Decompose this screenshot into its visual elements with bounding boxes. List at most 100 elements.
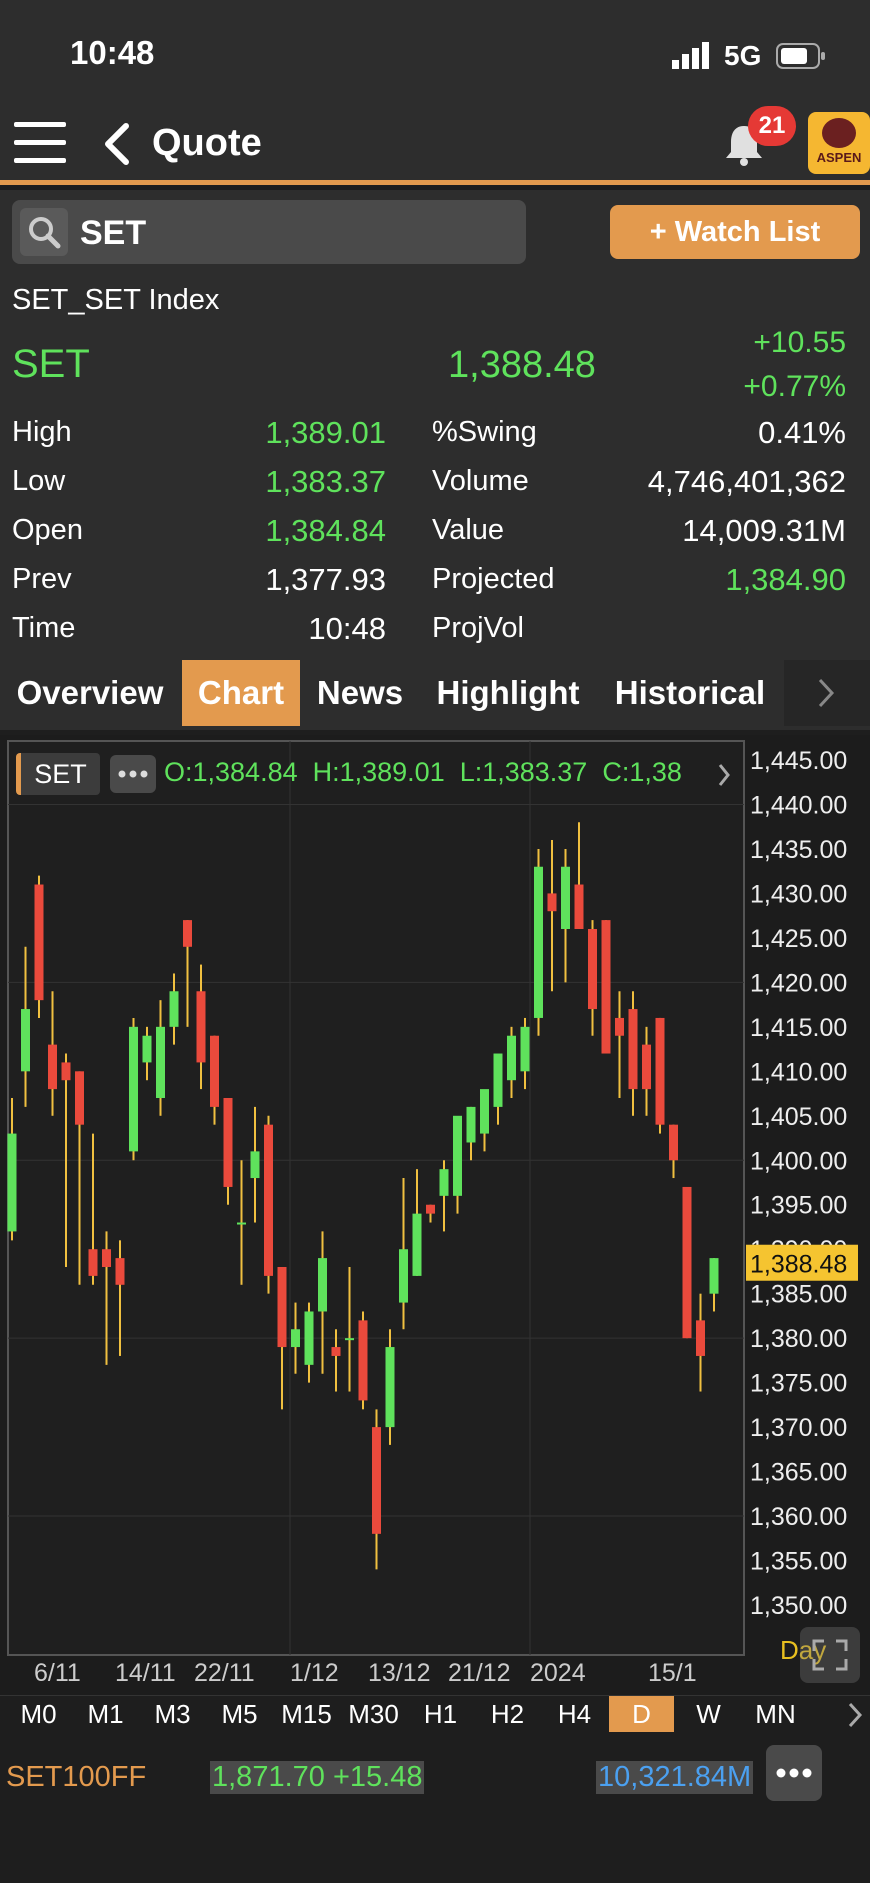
timeframe-m0[interactable]: M0 xyxy=(20,1698,57,1729)
timeframe-m5[interactable]: M5 xyxy=(221,1698,258,1729)
x-tick-label: 21/12 xyxy=(448,1659,511,1687)
fullscreen-icon[interactable] xyxy=(800,1627,860,1683)
chart-panel[interactable]: 1,445.00 1,440.00 1,435.00 1,430.00 1,425.00… xyxy=(0,735,870,1695)
y-tick-label: 1,365.00 xyxy=(750,1459,847,1487)
search-value: SET xyxy=(80,214,147,252)
candle-body xyxy=(493,1053,503,1107)
y-tick-label: 1,425.00 xyxy=(750,925,847,953)
candle-body xyxy=(682,1186,692,1339)
candle-body xyxy=(48,1044,57,1090)
y-tick-label: 1,440.00 xyxy=(750,791,847,819)
stat-label: Prev xyxy=(12,563,72,595)
y-tick-label: 1,380.00 xyxy=(750,1325,847,1353)
stat-value: 1,384.84 xyxy=(265,513,386,548)
x-tick-label: 6/11 xyxy=(34,1659,81,1687)
chart-symbol-chip[interactable]: SET xyxy=(16,753,100,795)
timeframe-d[interactable]: D xyxy=(609,1696,674,1732)
stat-value: 1,384.90 xyxy=(725,562,846,597)
candle-body xyxy=(426,1204,435,1214)
search-icon xyxy=(20,208,68,256)
stat-value: 1,389.01 xyxy=(265,415,386,450)
timeframe-h1[interactable]: H1 xyxy=(423,1698,458,1729)
candle-body xyxy=(331,1347,341,1356)
timeframe-scroll-right-icon[interactable] xyxy=(846,1700,866,1735)
stat-value: 1,377.93 xyxy=(265,562,386,597)
y-tick-label: 1,445.00 xyxy=(750,747,847,775)
aspen-logo[interactable]: ASPEN xyxy=(808,112,870,174)
ticker-value: 10,321.84M xyxy=(596,1761,754,1794)
timeframe-m30[interactable]: M30 xyxy=(348,1698,399,1729)
candle-body xyxy=(372,1427,381,1534)
tabs-scroll-right-icon[interactable] xyxy=(784,660,870,726)
chart-menu-button[interactable] xyxy=(110,755,156,793)
tab-news[interactable]: News xyxy=(316,674,404,711)
network-label: 5G xyxy=(724,40,762,71)
candle-body xyxy=(412,1213,422,1276)
y-tick-label: 1,430.00 xyxy=(750,880,847,908)
x-tick-label: 22/11 xyxy=(194,1659,255,1687)
stat-label: Open xyxy=(12,514,83,546)
x-tick-label: 14/11 xyxy=(115,1659,176,1687)
candle-body xyxy=(588,929,597,1010)
back-icon[interactable] xyxy=(100,122,132,171)
candle-body xyxy=(318,1258,327,1312)
candle-body xyxy=(466,1106,476,1143)
timeframe-bar: M0 M1 M3 M5 M15 M30 H1 H2 H4 D W MN xyxy=(0,1695,870,1733)
last-price-label: 1,388.48 xyxy=(750,1251,847,1279)
timeframe-m3[interactable]: M3 xyxy=(154,1698,191,1729)
menu-icon[interactable] xyxy=(14,120,66,169)
timeframe-m1[interactable]: M1 xyxy=(87,1698,124,1729)
tab-historical[interactable]: Historical xyxy=(614,674,766,711)
candle-body xyxy=(223,1098,233,1187)
candle-body xyxy=(115,1258,125,1285)
x-tick-label: 15/1 xyxy=(648,1659,697,1687)
candle-body xyxy=(574,884,584,929)
candle-body xyxy=(183,920,192,947)
candle-body xyxy=(628,1009,638,1090)
y-tick-label: 1,400.00 xyxy=(750,1147,847,1175)
timeframe-h4[interactable]: H4 xyxy=(557,1698,592,1729)
candle-body xyxy=(399,1249,408,1303)
stat-value: 4,746,401,362 xyxy=(647,464,846,499)
candle-body xyxy=(34,884,44,1001)
stat-value: 14,009.31M xyxy=(682,513,846,548)
timeframe-h2[interactable]: H2 xyxy=(490,1698,525,1729)
y-tick-label: 1,360.00 xyxy=(750,1503,847,1531)
candle-body xyxy=(520,1026,530,1072)
candle-body xyxy=(196,991,206,1063)
ticker-menu-button[interactable] xyxy=(766,1745,822,1801)
candle-body xyxy=(385,1347,395,1428)
search-row: SET + Watch List xyxy=(0,190,870,280)
candle-body xyxy=(345,1338,354,1341)
y-tick-label: 1,415.00 xyxy=(750,1014,847,1042)
tab-highlight[interactable]: Highlight xyxy=(436,674,580,711)
candle-body xyxy=(88,1249,98,1276)
ticker-symbol[interactable]: SET100FF xyxy=(6,1761,147,1793)
y-tick-label: 1,370.00 xyxy=(750,1414,847,1442)
y-tick-label: 1,350.00 xyxy=(750,1592,847,1620)
x-tick-label: 13/12 xyxy=(368,1659,431,1687)
y-tick-label: 1,355.00 xyxy=(750,1548,847,1576)
watch-list-button[interactable]: + Watch List xyxy=(610,205,860,259)
timeframe-m15[interactable]: M15 xyxy=(281,1698,332,1729)
last-price: 1,388.48 xyxy=(448,344,596,386)
last-price-tag xyxy=(746,1244,858,1281)
stat-value: 1,383.37 xyxy=(265,464,386,499)
candle-body xyxy=(250,1151,260,1179)
price-chart[interactable]: 1,445.00 1,440.00 1,435.00 1,430.00 1,425.00… xyxy=(0,735,870,1695)
candle-body xyxy=(696,1320,705,1356)
ohlc-scroll-icon[interactable] xyxy=(716,761,732,794)
timeframe-w[interactable]: W xyxy=(696,1698,721,1729)
x-tick-label: 2024 xyxy=(530,1659,586,1687)
tab-chart[interactable]: Chart xyxy=(182,660,300,726)
candle-body xyxy=(534,866,543,1018)
y-tick-label: 1,405.00 xyxy=(750,1103,847,1131)
y-tick-label: 1,410.00 xyxy=(750,1058,847,1086)
candle-body xyxy=(561,866,570,929)
search-input[interactable]: SET xyxy=(12,200,526,264)
y-tick-label: 1,375.00 xyxy=(750,1370,847,1398)
timeframe-mn[interactable]: MN xyxy=(755,1698,796,1729)
status-time: 10:48 xyxy=(70,34,155,71)
stat-label: Projected xyxy=(432,563,555,595)
tab-overview[interactable]: Overview xyxy=(16,674,164,711)
